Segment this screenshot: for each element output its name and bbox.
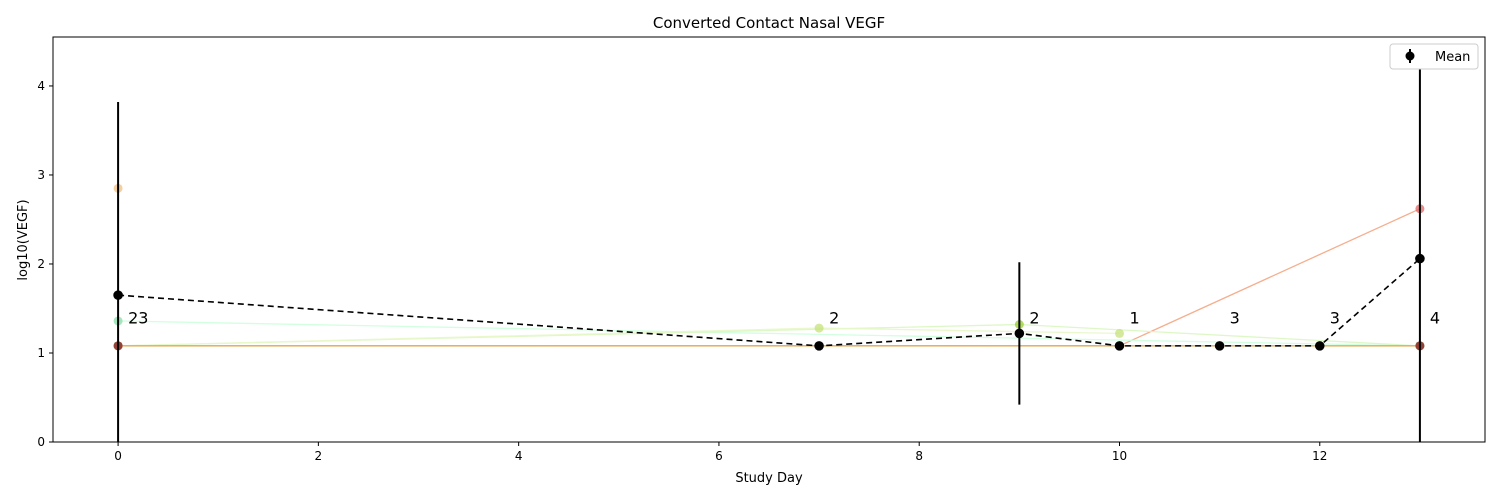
subject-point-3-2: [1114, 328, 1124, 338]
x-tick-label-3: 6: [715, 449, 723, 463]
count-label-1: 2: [829, 309, 839, 328]
legend-label-mean: Mean: [1435, 50, 1470, 65]
mean-point-6: [1415, 253, 1425, 264]
y-tick-label-2: 2: [37, 257, 45, 271]
x-tick-label-1: 2: [315, 449, 323, 463]
x-ticks: 0 2 4 6 8 10 12: [114, 442, 1327, 463]
legend-box: [1389, 43, 1479, 70]
y-tick-label-3: 3: [37, 168, 45, 182]
y-tick-label-0: 0: [37, 435, 45, 449]
count-label-5: 3: [1330, 309, 1340, 328]
subject-lines: [113, 183, 1425, 351]
count-label-4: 3: [1230, 309, 1240, 328]
mean-point-2: [1014, 328, 1025, 339]
subject-point-3-1: [814, 323, 824, 333]
legend: Mean: [1389, 43, 1479, 70]
mean-point-3: [1114, 341, 1125, 351]
x-tick-label-4: 8: [915, 449, 923, 463]
mean-point-4: [1214, 341, 1225, 351]
count-labels: 23 2 2 1 3 3 4: [128, 309, 1440, 328]
y-axis-label: log10(VEGF): [16, 199, 31, 280]
count-label-3: 1: [1129, 309, 1139, 328]
count-label-0: 23: [128, 309, 148, 328]
subject-line-1: [118, 320, 1420, 347]
x-axis-label: Study Day: [735, 471, 803, 486]
mean-series: [113, 53, 1425, 442]
x-tick-label-2: 4: [515, 449, 523, 463]
axes: [52, 36, 1486, 443]
count-label-2: 2: [1029, 309, 1039, 328]
count-label-6: 4: [1430, 309, 1440, 328]
chart-title: Converted Contact Nasal VEGF: [653, 14, 885, 32]
x-tick-label-6: 12: [1312, 449, 1327, 463]
x-tick-label-5: 10: [1112, 449, 1127, 463]
y-tick-label-1: 1: [37, 346, 45, 360]
y-ticks: 0 1 2 3 4: [37, 79, 53, 449]
x-tick-label-0: 0: [114, 449, 122, 463]
plot-frame: [52, 36, 1486, 443]
mean-point-1: [814, 341, 824, 351]
y-tick-label-4: 4: [37, 79, 45, 93]
mean-point-5: [1314, 341, 1325, 351]
legend-marker-dot: [1405, 51, 1415, 61]
mean-point-0: [113, 290, 123, 300]
